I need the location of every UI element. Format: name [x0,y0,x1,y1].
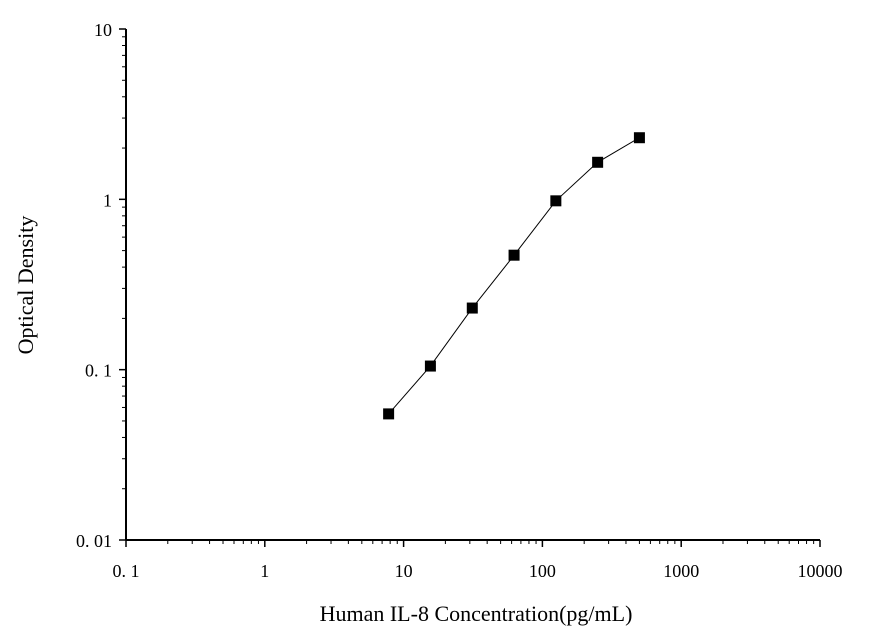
data-point [424,360,436,372]
data-point [508,249,520,261]
x-tick-label: 10000 [798,561,843,581]
x-tick-label: 1 [260,561,269,581]
data-series [383,132,645,420]
series-line [388,137,640,415]
data-point [550,195,562,207]
y-tick-label: 0. 01 [76,531,112,551]
y-tick-label: 10 [94,20,112,40]
data-point [383,408,395,420]
x-tick-label: 0. 1 [113,561,140,581]
data-point [633,132,645,144]
y-tick-label: 0. 1 [85,361,112,381]
axes [125,29,820,541]
y-tick-label: 1 [103,190,112,210]
x-axis-title: Human IL-8 Concentration(pg/mL) [320,601,633,626]
x-tick-label: 100 [529,561,556,581]
data-point [592,156,604,168]
y-axis-title: Optical Density [13,216,38,355]
x-tick-label: 10 [395,561,413,581]
x-tick-label: 1000 [663,561,699,581]
data-point [466,302,478,314]
